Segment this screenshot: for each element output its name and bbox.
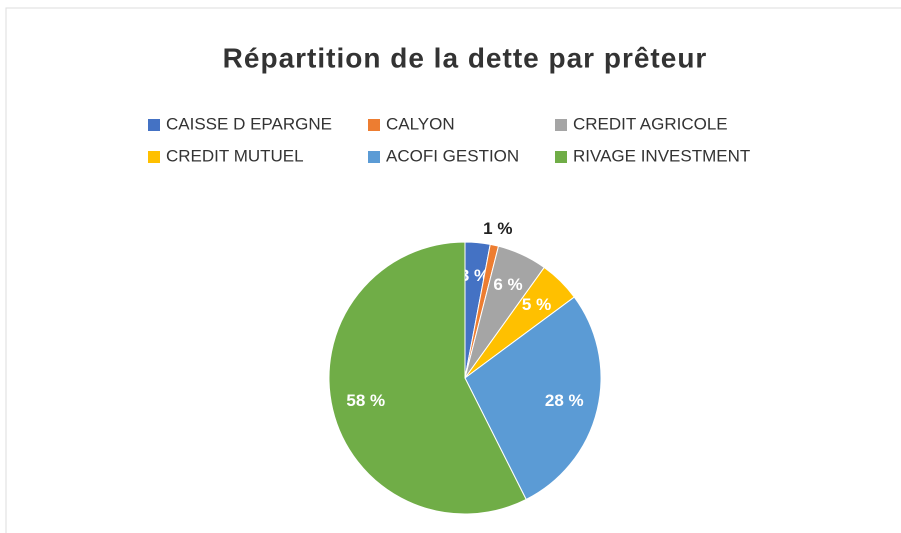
- legend-label: CREDIT AGRICOLE: [573, 114, 728, 133]
- legend-swatch: [148, 151, 160, 163]
- legend-swatch: [368, 151, 380, 163]
- legend-label: ACOFI GESTION: [386, 146, 519, 165]
- legend-label: CREDIT MUTUEL: [166, 146, 304, 165]
- data-label: 5 %: [522, 295, 551, 314]
- legend-swatch: [148, 119, 160, 131]
- data-label: 58 %: [346, 391, 385, 410]
- pie-slice: [464, 296, 602, 501]
- legend-label: RIVAGE INVESTMENT: [573, 146, 750, 165]
- data-label: 1 %: [483, 219, 512, 238]
- data-label: 6 %: [493, 275, 522, 294]
- data-label: 3 %: [460, 266, 489, 285]
- legend-swatch: [555, 151, 567, 163]
- legend-label: CALYON: [386, 114, 455, 133]
- legend-swatch: [555, 119, 567, 131]
- chart-title: Répartition de la dette par prêteur: [223, 42, 708, 73]
- data-label: 28 %: [545, 391, 584, 410]
- legend-swatch: [368, 119, 380, 131]
- pie-slice: [328, 241, 527, 515]
- legend-label: CAISSE D EPARGNE: [166, 114, 332, 133]
